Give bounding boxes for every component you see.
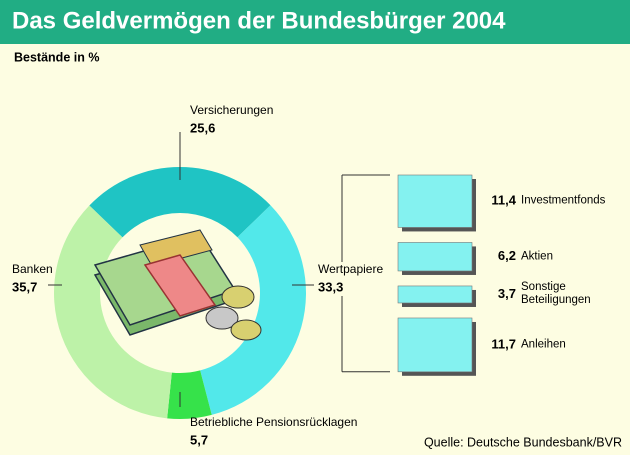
value-label: 6,2: [498, 248, 516, 263]
subtitle: Bestände in %: [14, 50, 99, 64]
title-band: [0, 0, 630, 44]
category-label: Wertpapiere: [318, 262, 383, 276]
donut-segment: [89, 166, 271, 238]
value-label: 33,3: [318, 279, 343, 294]
value-label: 35,7: [12, 279, 37, 294]
category-label: Investmentfonds: [521, 194, 606, 207]
bar: [397, 317, 473, 373]
value-label: 11,7: [491, 336, 516, 351]
category-label: Aktien: [521, 250, 553, 263]
category-label: Betriebliche Pensionsrücklagen: [190, 415, 357, 429]
source: Quelle: Deutsche Bundesbank/BVR: [424, 435, 622, 449]
value-label: 5,7: [190, 432, 208, 447]
bar: [397, 174, 473, 228]
category-label: Anleihen: [521, 338, 566, 351]
money-illustration: [93, 229, 262, 341]
value-label: 25,6: [190, 120, 215, 135]
value-label: 3,7: [498, 286, 516, 301]
donut-segment: [200, 205, 307, 415]
category-label: Sonstige Beteiligungen: [521, 281, 591, 307]
category-label: Versicherungen: [190, 103, 273, 117]
bar: [397, 242, 473, 272]
value-label: 11,4: [491, 193, 516, 208]
donut-segment: [53, 205, 172, 419]
category-label: Banken: [12, 262, 53, 276]
bar: [397, 285, 473, 304]
chart-title: Das Geldvermögen der Bundesbürger 2004: [12, 7, 506, 34]
donut-segment: [167, 370, 212, 419]
